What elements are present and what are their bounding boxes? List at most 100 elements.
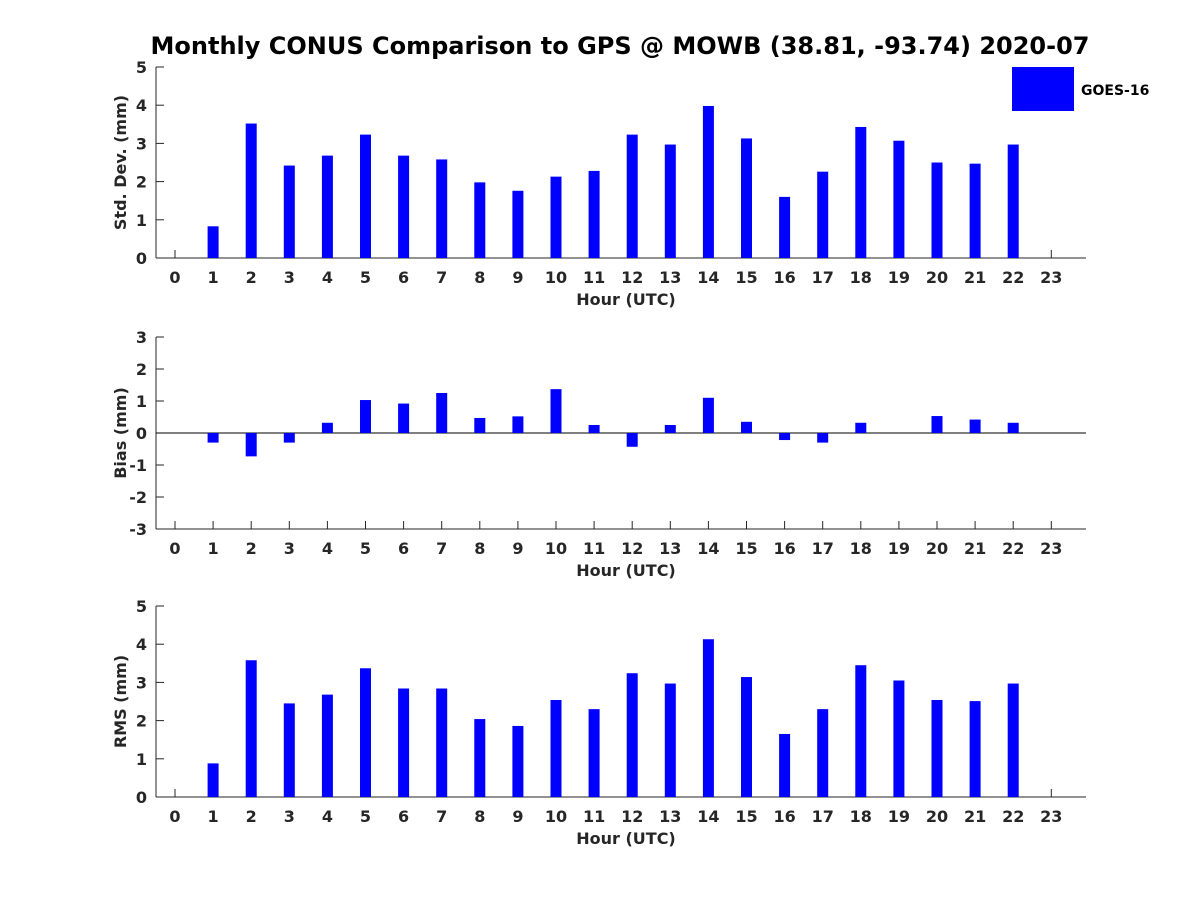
x-tick-label: 18	[850, 807, 872, 826]
bar	[245, 433, 257, 457]
y-tick-label: 3	[136, 328, 147, 347]
x-tick-label: 19	[888, 539, 910, 558]
bar	[817, 433, 829, 443]
y-tick-label: 1	[136, 750, 147, 769]
x-tick-label: 20	[926, 539, 948, 558]
x-tick-label: 2	[246, 268, 257, 287]
x-tick-label: 2	[246, 807, 257, 826]
x-tick-label: 8	[474, 807, 485, 826]
bar	[969, 163, 981, 258]
x-tick-label: 5	[360, 539, 371, 558]
bar	[931, 416, 943, 433]
bar	[245, 660, 257, 797]
x-tick-label: 21	[964, 539, 986, 558]
legend-swatch	[1012, 67, 1074, 111]
x-tick-label: 2	[246, 539, 257, 558]
x-tick-label: 5	[360, 807, 371, 826]
bar	[436, 393, 448, 433]
x-tick-label: 22	[1002, 539, 1024, 558]
x-tick-label: 9	[512, 807, 523, 826]
x-tick-label: 17	[812, 807, 834, 826]
bar	[321, 694, 333, 797]
y-axis-label: Bias (mm)	[111, 387, 130, 479]
bar	[436, 159, 448, 258]
bar	[664, 683, 676, 797]
y-axis-label: RMS (mm)	[111, 655, 130, 748]
bar	[855, 422, 867, 433]
x-tick-label: 7	[436, 807, 447, 826]
bar	[398, 155, 410, 258]
x-tick-label: 18	[850, 268, 872, 287]
x-tick-label: 4	[322, 539, 333, 558]
bar	[817, 171, 829, 258]
bar	[931, 162, 943, 258]
x-tick-label: 8	[474, 539, 485, 558]
y-tick-label: 2	[136, 712, 147, 731]
bar	[855, 126, 867, 258]
bar	[474, 417, 486, 433]
y-tick-label: 3	[136, 673, 147, 692]
bar	[474, 719, 486, 797]
bar	[398, 403, 410, 433]
x-tick-label: 5	[360, 268, 371, 287]
bar	[360, 134, 371, 258]
x-tick-label: 1	[208, 539, 219, 558]
bar	[626, 673, 638, 797]
bar	[207, 433, 219, 443]
x-tick-label: 14	[697, 539, 719, 558]
x-tick-label: 16	[773, 268, 795, 287]
bar	[893, 140, 905, 258]
x-tick-label: 11	[583, 807, 605, 826]
bar	[664, 425, 676, 433]
x-tick-label: 19	[888, 807, 910, 826]
x-tick-label: 15	[735, 807, 757, 826]
x-tick-label: 19	[888, 268, 910, 287]
bar	[283, 165, 295, 258]
x-tick-label: 12	[621, 539, 643, 558]
y-tick-label: 0	[136, 424, 147, 443]
x-tick-label: 16	[773, 807, 795, 826]
x-tick-label: 1	[208, 268, 219, 287]
y-tick-label: 2	[136, 360, 147, 379]
bar	[741, 677, 752, 797]
y-tick-label: 4	[136, 635, 147, 654]
y-tick-label: -1	[129, 456, 147, 475]
x-tick-label: 10	[545, 539, 567, 558]
x-tick-label: 3	[284, 807, 295, 826]
x-tick-label: 20	[926, 268, 948, 287]
x-tick-label: 17	[812, 539, 834, 558]
x-tick-label: 7	[436, 268, 447, 287]
x-tick-label: 13	[659, 539, 681, 558]
x-tick-label: 21	[964, 807, 986, 826]
x-tick-label: 8	[474, 268, 485, 287]
x-tick-label: 12	[621, 807, 643, 826]
y-axis-label: Std. Dev. (mm)	[111, 95, 130, 230]
x-tick-label: 14	[697, 268, 719, 287]
x-tick-label: 9	[512, 268, 523, 287]
y-tick-label: 0	[136, 249, 147, 268]
x-tick-label: 3	[284, 539, 295, 558]
x-tick-label: 0	[169, 268, 180, 287]
x-tick-label: 0	[169, 807, 180, 826]
bar	[550, 176, 562, 258]
x-tick-label: 15	[735, 268, 757, 287]
bar	[588, 709, 600, 797]
x-tick-label: 18	[850, 539, 872, 558]
bar	[207, 226, 219, 258]
y-tick-label: 4	[136, 96, 147, 115]
x-tick-label: 11	[583, 539, 605, 558]
bar	[702, 639, 714, 797]
x-tick-label: 0	[169, 539, 180, 558]
bar	[245, 123, 257, 258]
bar	[855, 665, 867, 797]
y-tick-label: 0	[136, 788, 147, 807]
bar	[779, 433, 791, 441]
bar	[931, 699, 943, 797]
x-tick-label: 6	[398, 807, 409, 826]
x-tick-label: 15	[735, 539, 757, 558]
chart-title: Monthly CONUS Comparison to GPS @ MOWB (…	[151, 32, 1090, 60]
x-tick-label: 13	[659, 268, 681, 287]
bar	[321, 422, 333, 433]
